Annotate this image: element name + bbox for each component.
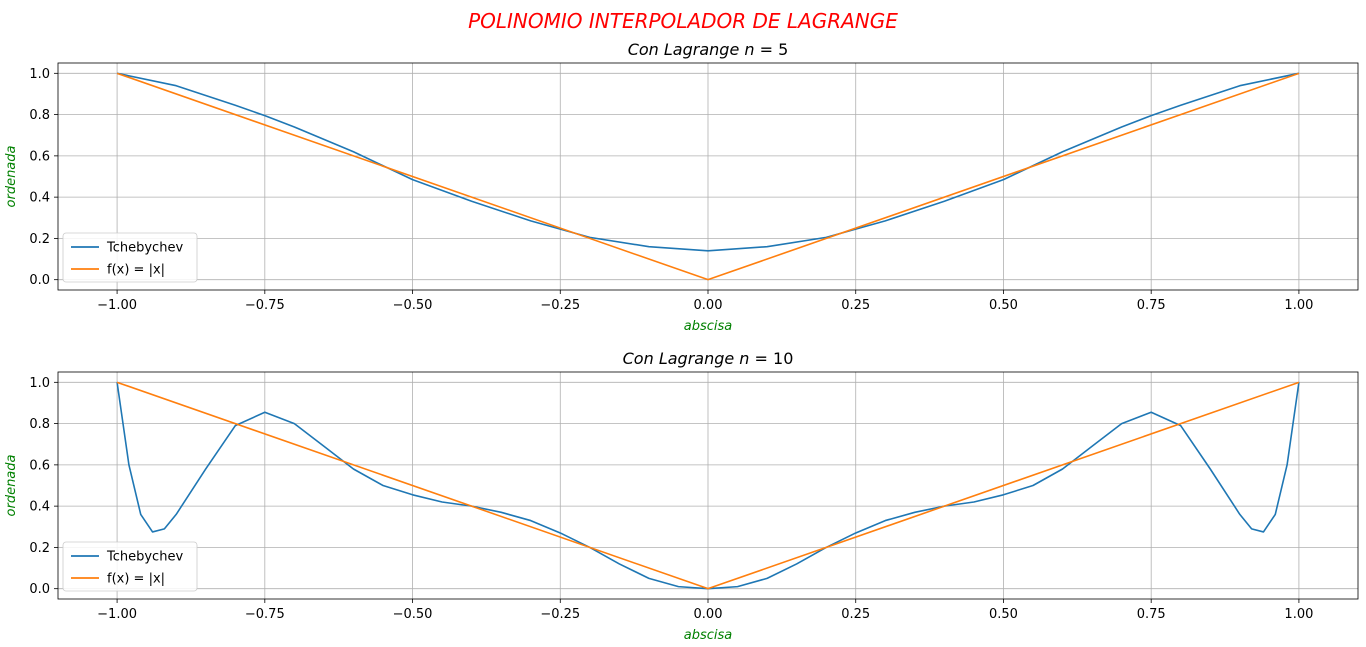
subplot-title: Con Lagrange n = 5 [628,40,789,59]
x-tick-label: −0.75 [245,607,285,622]
x-tick-label: 0.50 [989,298,1018,313]
legend: Tchebychev f(x) = |x| [62,541,198,592]
series-line-tchebychev [116,72,1300,252]
x-tick-label: 0.00 [694,298,723,313]
x-tick-label: −1.00 [97,607,137,622]
subplot-title-n: 10 [773,349,793,368]
y-tick-label: 0.8 [29,417,50,432]
y-tick-label: 0.6 [29,458,50,473]
subplot-title-var: n [744,40,754,59]
series-line-abs-x [116,72,1300,281]
x-tick-label: −0.25 [540,607,580,622]
y-tick-label: 0.0 [29,582,50,597]
x-tick-label: −0.25 [540,298,580,313]
y-tick-label: 0.0 [29,273,50,288]
y-tick-label: 0.2 [29,232,50,247]
legend: Tchebychev f(x) = |x| [62,232,198,283]
subplot-title: Con Lagrange n = 10 [623,349,794,368]
x-tick-label: 0.25 [841,607,870,622]
x-tick-label: 1.00 [1284,607,1313,622]
legend-label: Tchebychev [106,550,183,565]
y-tick-label: 0.6 [29,149,50,164]
figure-title: POLINOMIO INTERPOLADOR DE LAGRANGE [468,9,898,33]
x-tick-label: 0.75 [1137,298,1166,313]
legend-label: Tchebychev [106,241,183,256]
subplot-title-n: 5 [778,40,788,59]
y-tick-label: 0.4 [29,191,50,206]
series-line-abs-x [116,381,1300,590]
x-tick-label: −0.50 [393,298,433,313]
y-tick-label: 0.4 [29,500,50,515]
y-tick-label: 0.2 [29,541,50,556]
legend-label: f(x) = |x| [107,263,165,278]
x-tick-label: 1.00 [1284,298,1313,313]
subplot-title-prefix: Con Lagrange [623,349,740,368]
subplot-title-prefix: Con Lagrange [628,40,745,59]
subplot-2: −1.00 −0.75 −0.50 −0.25 0.00 0.25 0.50 0.75 1.00… [4,349,1359,643]
subplot-1: −1.00 −0.75 −0.50 −0.25 0.00 0.25 0.50 0.75 1.00… [4,40,1359,334]
subplot-title-eq: = [755,40,779,59]
x-tick-label: 0.25 [841,298,870,313]
x-axis-label: abscisa [684,628,733,643]
x-tick-label: −0.50 [393,607,433,622]
x-tick-label: 0.50 [989,607,1018,622]
y-tick-label: 0.8 [29,108,50,123]
x-tick-label: −0.75 [245,298,285,313]
subplot-title-var: n [739,349,749,368]
legend-label: f(x) = |x| [107,572,165,587]
y-tick-label: 1.0 [29,67,50,82]
y-axis-label: ordenada [4,145,19,207]
x-tick-label: −1.00 [97,298,137,313]
x-axis-label: abscisa [684,319,733,334]
y-axis-label: ordenada [4,454,19,516]
x-tick-label: 0.00 [694,607,723,622]
subplot-title-eq: = [749,349,773,368]
y-tick-label: 1.0 [29,376,50,391]
x-tick-label: 0.75 [1137,607,1166,622]
